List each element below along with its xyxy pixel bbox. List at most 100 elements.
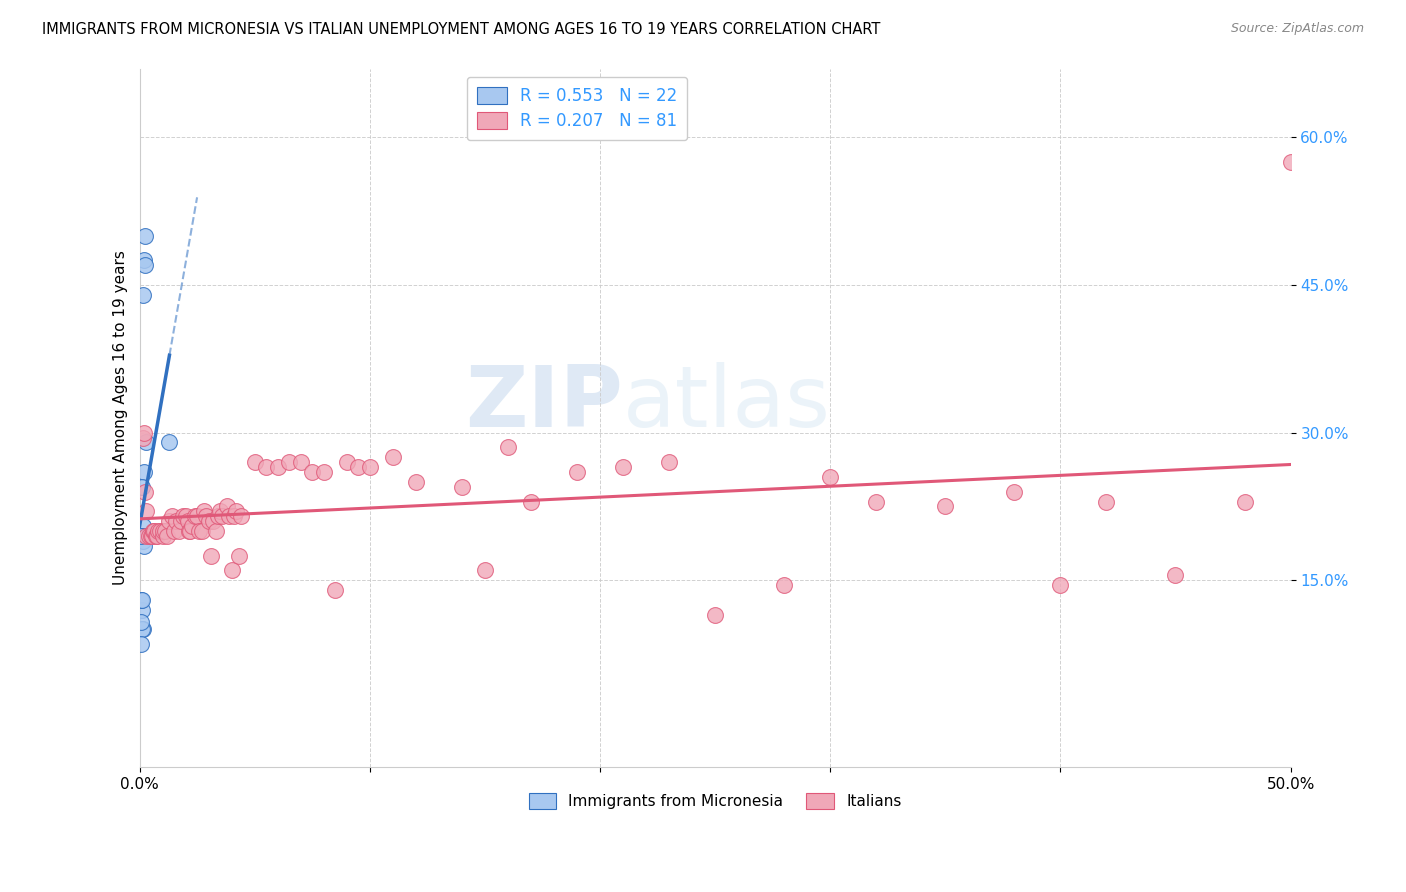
Point [658, 455, 681, 469]
Point [135, 529, 157, 543]
Point [181, 519, 204, 533]
Point [193, 504, 215, 518]
Point [186, 509, 208, 524]
Point [225, 504, 247, 518]
Point [520, 494, 543, 508]
Point [131, 480, 153, 494]
Point [177, 514, 200, 528]
Point [131, 529, 153, 543]
Point [134, 465, 156, 479]
Point [143, 524, 166, 538]
Point [153, 524, 176, 538]
Point [184, 509, 207, 524]
Point [159, 435, 181, 450]
Point [202, 514, 225, 528]
Point [142, 524, 165, 538]
Point [347, 460, 370, 475]
Point [195, 509, 218, 524]
Point [222, 509, 245, 524]
Text: Source: ZipAtlas.com: Source: ZipAtlas.com [1230, 22, 1364, 36]
Point [134, 228, 156, 243]
Point [818, 470, 841, 484]
Point [188, 524, 211, 538]
Point [152, 529, 174, 543]
Point [132, 288, 155, 302]
Point [135, 504, 157, 518]
Point [1164, 568, 1187, 582]
Point [1049, 578, 1071, 592]
Point [266, 460, 288, 475]
Point [565, 465, 588, 479]
Point [218, 509, 240, 524]
Point [243, 455, 266, 469]
Point [134, 253, 156, 268]
Point [134, 529, 156, 543]
Point [132, 431, 155, 445]
Text: IMMIGRANTS FROM MICRONESIA VS ITALIAN UNEMPLOYMENT AMONG AGES 16 TO 19 YEARS COR: IMMIGRANTS FROM MICRONESIA VS ITALIAN UN… [42, 22, 880, 37]
Point [141, 529, 163, 543]
Point [1233, 494, 1256, 508]
Point [323, 583, 346, 598]
Point [496, 441, 519, 455]
Point [204, 524, 226, 538]
Point [131, 623, 153, 637]
Point [612, 460, 634, 475]
Point [163, 524, 186, 538]
Point [139, 529, 162, 543]
Point [146, 524, 169, 538]
Point [131, 529, 153, 543]
Point [134, 258, 156, 272]
Y-axis label: Unemployment Among Ages 16 to 19 years: Unemployment Among Ages 16 to 19 years [114, 251, 128, 585]
Point [221, 563, 243, 577]
Point [1279, 155, 1302, 169]
Point [131, 593, 153, 607]
Point [165, 514, 187, 528]
Point [132, 533, 155, 548]
Point [211, 509, 233, 524]
Point [138, 529, 160, 543]
Point [190, 524, 212, 538]
Point [278, 455, 301, 469]
Point [1095, 494, 1118, 508]
Point [152, 524, 174, 538]
Point [170, 514, 193, 528]
Point [301, 465, 323, 479]
Legend: Immigrants from Micronesia, Italians: Immigrants from Micronesia, Italians [523, 788, 907, 815]
Point [865, 494, 887, 508]
Point [254, 460, 277, 475]
Point [156, 529, 179, 543]
Point [405, 475, 427, 489]
Point [228, 549, 250, 563]
Point [773, 578, 796, 592]
Point [197, 514, 219, 528]
Text: ZIP: ZIP [465, 362, 623, 445]
Point [290, 455, 312, 469]
Point [146, 529, 169, 543]
Point [160, 509, 183, 524]
Point [200, 549, 222, 563]
Point [1002, 484, 1025, 499]
Point [135, 435, 157, 450]
Point [209, 504, 232, 518]
Point [131, 603, 153, 617]
Point [934, 500, 956, 514]
Point [704, 607, 727, 622]
Point [215, 500, 238, 514]
Point [207, 509, 229, 524]
Point [131, 593, 153, 607]
Point [359, 460, 381, 475]
Point [132, 519, 155, 533]
Point [149, 524, 172, 538]
Point [134, 539, 156, 553]
Point [131, 529, 153, 543]
Point [131, 637, 153, 651]
Point [172, 509, 194, 524]
Point [229, 509, 252, 524]
Point [450, 480, 472, 494]
Point [336, 455, 359, 469]
Point [474, 563, 496, 577]
Point [134, 484, 156, 499]
Point [179, 524, 201, 538]
Point [145, 529, 167, 543]
Point [134, 425, 156, 440]
